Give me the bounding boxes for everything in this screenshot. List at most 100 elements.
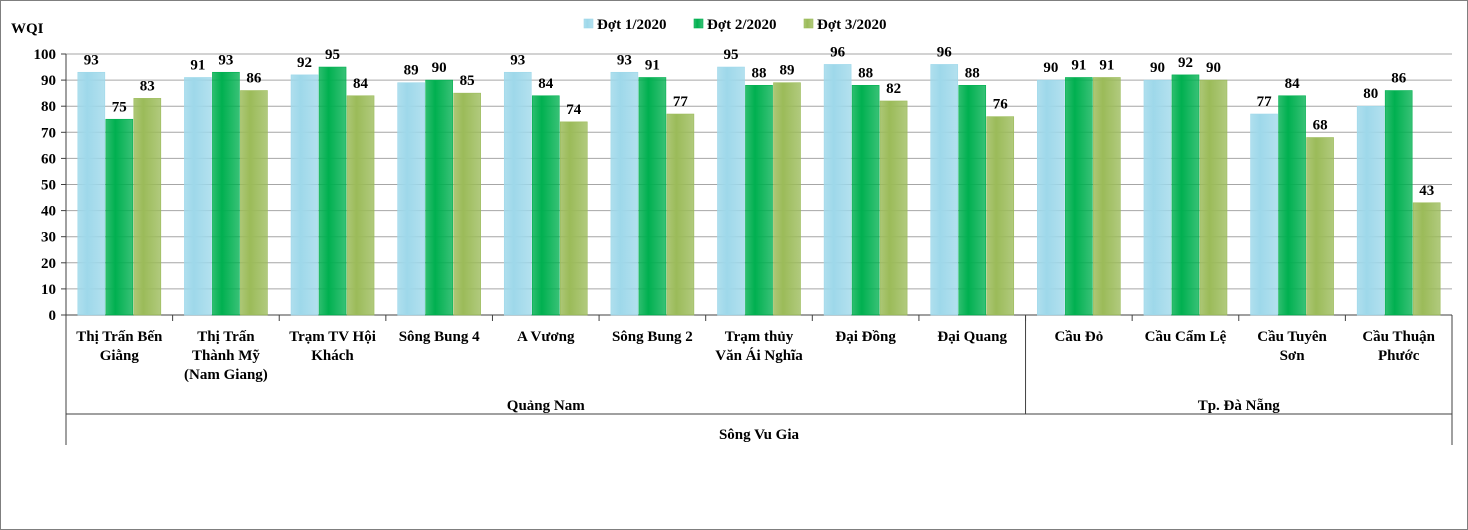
data-label: 96 xyxy=(937,44,953,60)
data-label: 93 xyxy=(617,52,632,68)
bar xyxy=(425,79,453,316)
data-label: 83 xyxy=(140,78,155,94)
bar xyxy=(958,85,987,316)
bar xyxy=(1306,137,1334,316)
y-tick-label: 50 xyxy=(41,178,56,194)
legend-label: Đợt 3/2020 xyxy=(817,17,887,33)
data-label: 82 xyxy=(886,81,901,97)
data-label: 96 xyxy=(830,44,846,60)
data-label: 91 xyxy=(645,57,660,73)
x-tick-label: A Vương xyxy=(517,329,575,345)
bar xyxy=(1278,95,1306,316)
bar xyxy=(1412,202,1441,316)
bar xyxy=(986,116,1015,316)
data-label: 74 xyxy=(566,102,582,118)
bar xyxy=(851,85,880,316)
bar xyxy=(773,82,801,316)
bar xyxy=(184,77,212,316)
y-tick-label: 100 xyxy=(34,47,57,63)
x-tick-label: Trạm TV Hội Khách xyxy=(289,329,376,364)
super-group-label: Sông Vu Gia xyxy=(719,427,800,443)
bar xyxy=(1199,79,1228,316)
y-tick-label: 60 xyxy=(41,151,56,167)
bar xyxy=(559,121,588,316)
bar xyxy=(453,92,481,316)
data-label: 88 xyxy=(858,65,873,81)
data-label: 92 xyxy=(297,55,312,71)
y-tick-label: 40 xyxy=(41,204,56,220)
data-label: 90 xyxy=(1150,60,1165,76)
legend-label: Đợt 1/2020 xyxy=(597,17,667,33)
bar xyxy=(1093,77,1121,316)
data-label: 91 xyxy=(190,57,205,73)
data-label: 80 xyxy=(1363,86,1378,102)
legend-swatch xyxy=(803,18,814,29)
x-tick-label: Cầu Thuận Phước xyxy=(1362,329,1435,364)
bar xyxy=(240,90,268,316)
bar xyxy=(77,71,106,316)
x-tick-label: Thị Trấn Bến Giằng xyxy=(76,329,163,364)
data-label: 85 xyxy=(460,73,475,89)
bar xyxy=(745,85,773,316)
y-axis-label: WQI xyxy=(11,21,44,37)
bar xyxy=(638,77,667,316)
group-label: Tp. Đà Nẵng xyxy=(1198,398,1281,414)
legend-swatch xyxy=(693,18,704,29)
y-tick-label: 70 xyxy=(41,125,56,141)
bar xyxy=(212,71,240,316)
data-label: 86 xyxy=(246,71,262,87)
data-label: 77 xyxy=(1257,94,1273,110)
bar xyxy=(879,100,908,316)
bar xyxy=(1250,113,1278,316)
x-tick-label: Cầu Tuyên Sơn xyxy=(1257,329,1327,364)
bar xyxy=(610,71,639,316)
data-label: 91 xyxy=(1099,57,1114,73)
group-label: Quảng Nam xyxy=(507,398,585,414)
data-label: 91 xyxy=(1071,57,1086,73)
bar xyxy=(666,113,695,316)
data-label: 95 xyxy=(724,47,739,63)
data-label: 84 xyxy=(538,76,554,92)
x-tick-label: Cầu Cẩm Lệ xyxy=(1145,329,1227,345)
data-label: 89 xyxy=(780,63,795,79)
y-tick-label: 0 xyxy=(49,308,57,324)
x-tick-label: Thị Trấn Thành Mỹ (Nam Giang) xyxy=(184,329,268,383)
data-label: 93 xyxy=(84,52,99,68)
bar xyxy=(1171,74,1200,316)
bar xyxy=(133,98,162,316)
bar xyxy=(290,74,319,316)
x-tick-label: Đại Đồng xyxy=(835,329,896,345)
data-label: 93 xyxy=(510,52,525,68)
bar xyxy=(1037,79,1065,316)
y-tick-label: 10 xyxy=(41,282,56,298)
data-label: 95 xyxy=(325,47,340,63)
legend-label: Đợt 2/2020 xyxy=(707,17,777,33)
data-label: 90 xyxy=(1043,60,1058,76)
bar xyxy=(1356,105,1385,316)
bar xyxy=(531,95,560,316)
bar xyxy=(1065,77,1093,316)
data-label: 84 xyxy=(1285,76,1301,92)
data-label: 88 xyxy=(752,65,767,81)
data-label: 68 xyxy=(1313,118,1328,134)
y-tick-label: 20 xyxy=(41,256,56,272)
data-label: 89 xyxy=(404,63,419,79)
data-label: 86 xyxy=(1391,71,1407,87)
y-tick-label: 30 xyxy=(41,230,56,246)
x-tick-label: Đại Quang xyxy=(937,329,1007,345)
bar xyxy=(346,95,375,316)
y-tick-label: 80 xyxy=(41,99,56,115)
x-tick-label: Cầu Đỏ xyxy=(1054,329,1103,345)
data-label: 84 xyxy=(353,76,369,92)
bar xyxy=(823,64,852,316)
bar xyxy=(105,118,134,316)
data-label: 76 xyxy=(993,97,1009,113)
x-tick-label: Sông Bung 4 xyxy=(399,329,480,345)
data-label: 92 xyxy=(1178,55,1193,71)
data-label: 88 xyxy=(965,65,980,81)
bar xyxy=(397,82,425,316)
bar xyxy=(1143,79,1172,316)
data-label: 77 xyxy=(673,94,689,110)
data-label: 90 xyxy=(1206,60,1221,76)
